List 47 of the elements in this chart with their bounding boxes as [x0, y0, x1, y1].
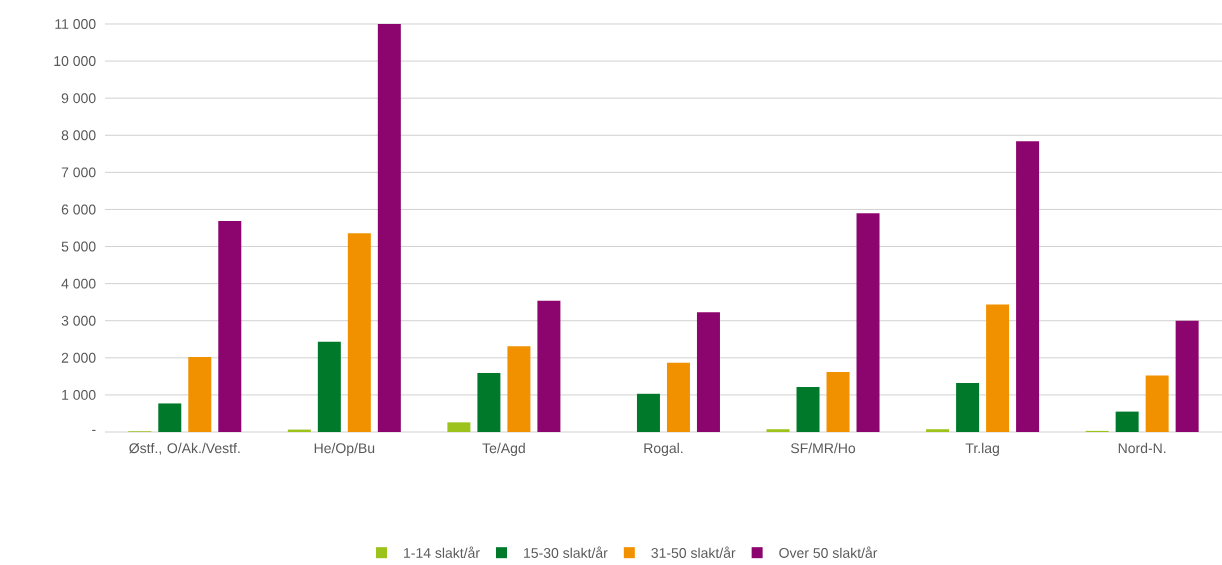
bar	[507, 346, 531, 432]
bar	[377, 24, 401, 432]
y-tick-label: 4 000	[61, 278, 96, 289]
y-tick-label: 3 000	[61, 315, 96, 326]
bar	[856, 213, 880, 432]
bar	[1016, 141, 1040, 432]
bar	[986, 304, 1010, 432]
x-tick-label: Nord-N.	[1118, 442, 1166, 454]
x-tick-label: Østf., O/Ak./Vestf.	[129, 442, 240, 455]
bar	[766, 429, 790, 432]
y-tick-label: 5 000	[61, 241, 96, 252]
y-tick-label: 6 000	[61, 204, 96, 215]
y-tick-label: 7 000	[61, 167, 96, 178]
bar	[636, 393, 660, 432]
legend-label: 15-30 slakt/år	[524, 546, 608, 558]
legend-label: 1-14 slakt/år	[404, 546, 480, 558]
x-tick-label: Tr.lag	[965, 442, 999, 456]
bar	[826, 371, 850, 432]
x-tick-label: SF/MR/Ho	[790, 442, 856, 454]
bar	[1145, 375, 1169, 432]
legend-label: Over 50 slakt/år	[779, 546, 878, 558]
bar	[696, 312, 720, 432]
x-tick-label: Rogal.	[644, 442, 683, 456]
bar	[956, 383, 980, 432]
bar	[317, 341, 341, 432]
bar	[188, 357, 212, 432]
y-tick-label: 2 000	[61, 352, 96, 363]
y-tick-label: 11 000	[55, 19, 96, 29]
bar	[537, 300, 561, 432]
y-tick-label: 10 000	[54, 56, 96, 67]
y-tick-label: 9 000	[61, 93, 96, 104]
bar	[218, 220, 242, 432]
bar	[1175, 320, 1199, 432]
y-tick-label: 1 000	[62, 389, 96, 400]
x-tick-label: He/Op/Bu	[314, 442, 375, 456]
bar	[796, 387, 820, 432]
bar	[1115, 411, 1139, 432]
bar	[347, 233, 371, 432]
bar	[926, 429, 950, 432]
bar	[447, 422, 471, 432]
x-tick-label: Te/Agd	[482, 442, 525, 456]
bar	[158, 403, 182, 432]
y-tick-label: -	[92, 429, 96, 431]
bar	[666, 362, 690, 432]
y-tick-label: 8 000	[61, 130, 96, 141]
legend-label: 31-50 slakt/år	[651, 546, 736, 558]
bar	[477, 373, 501, 432]
